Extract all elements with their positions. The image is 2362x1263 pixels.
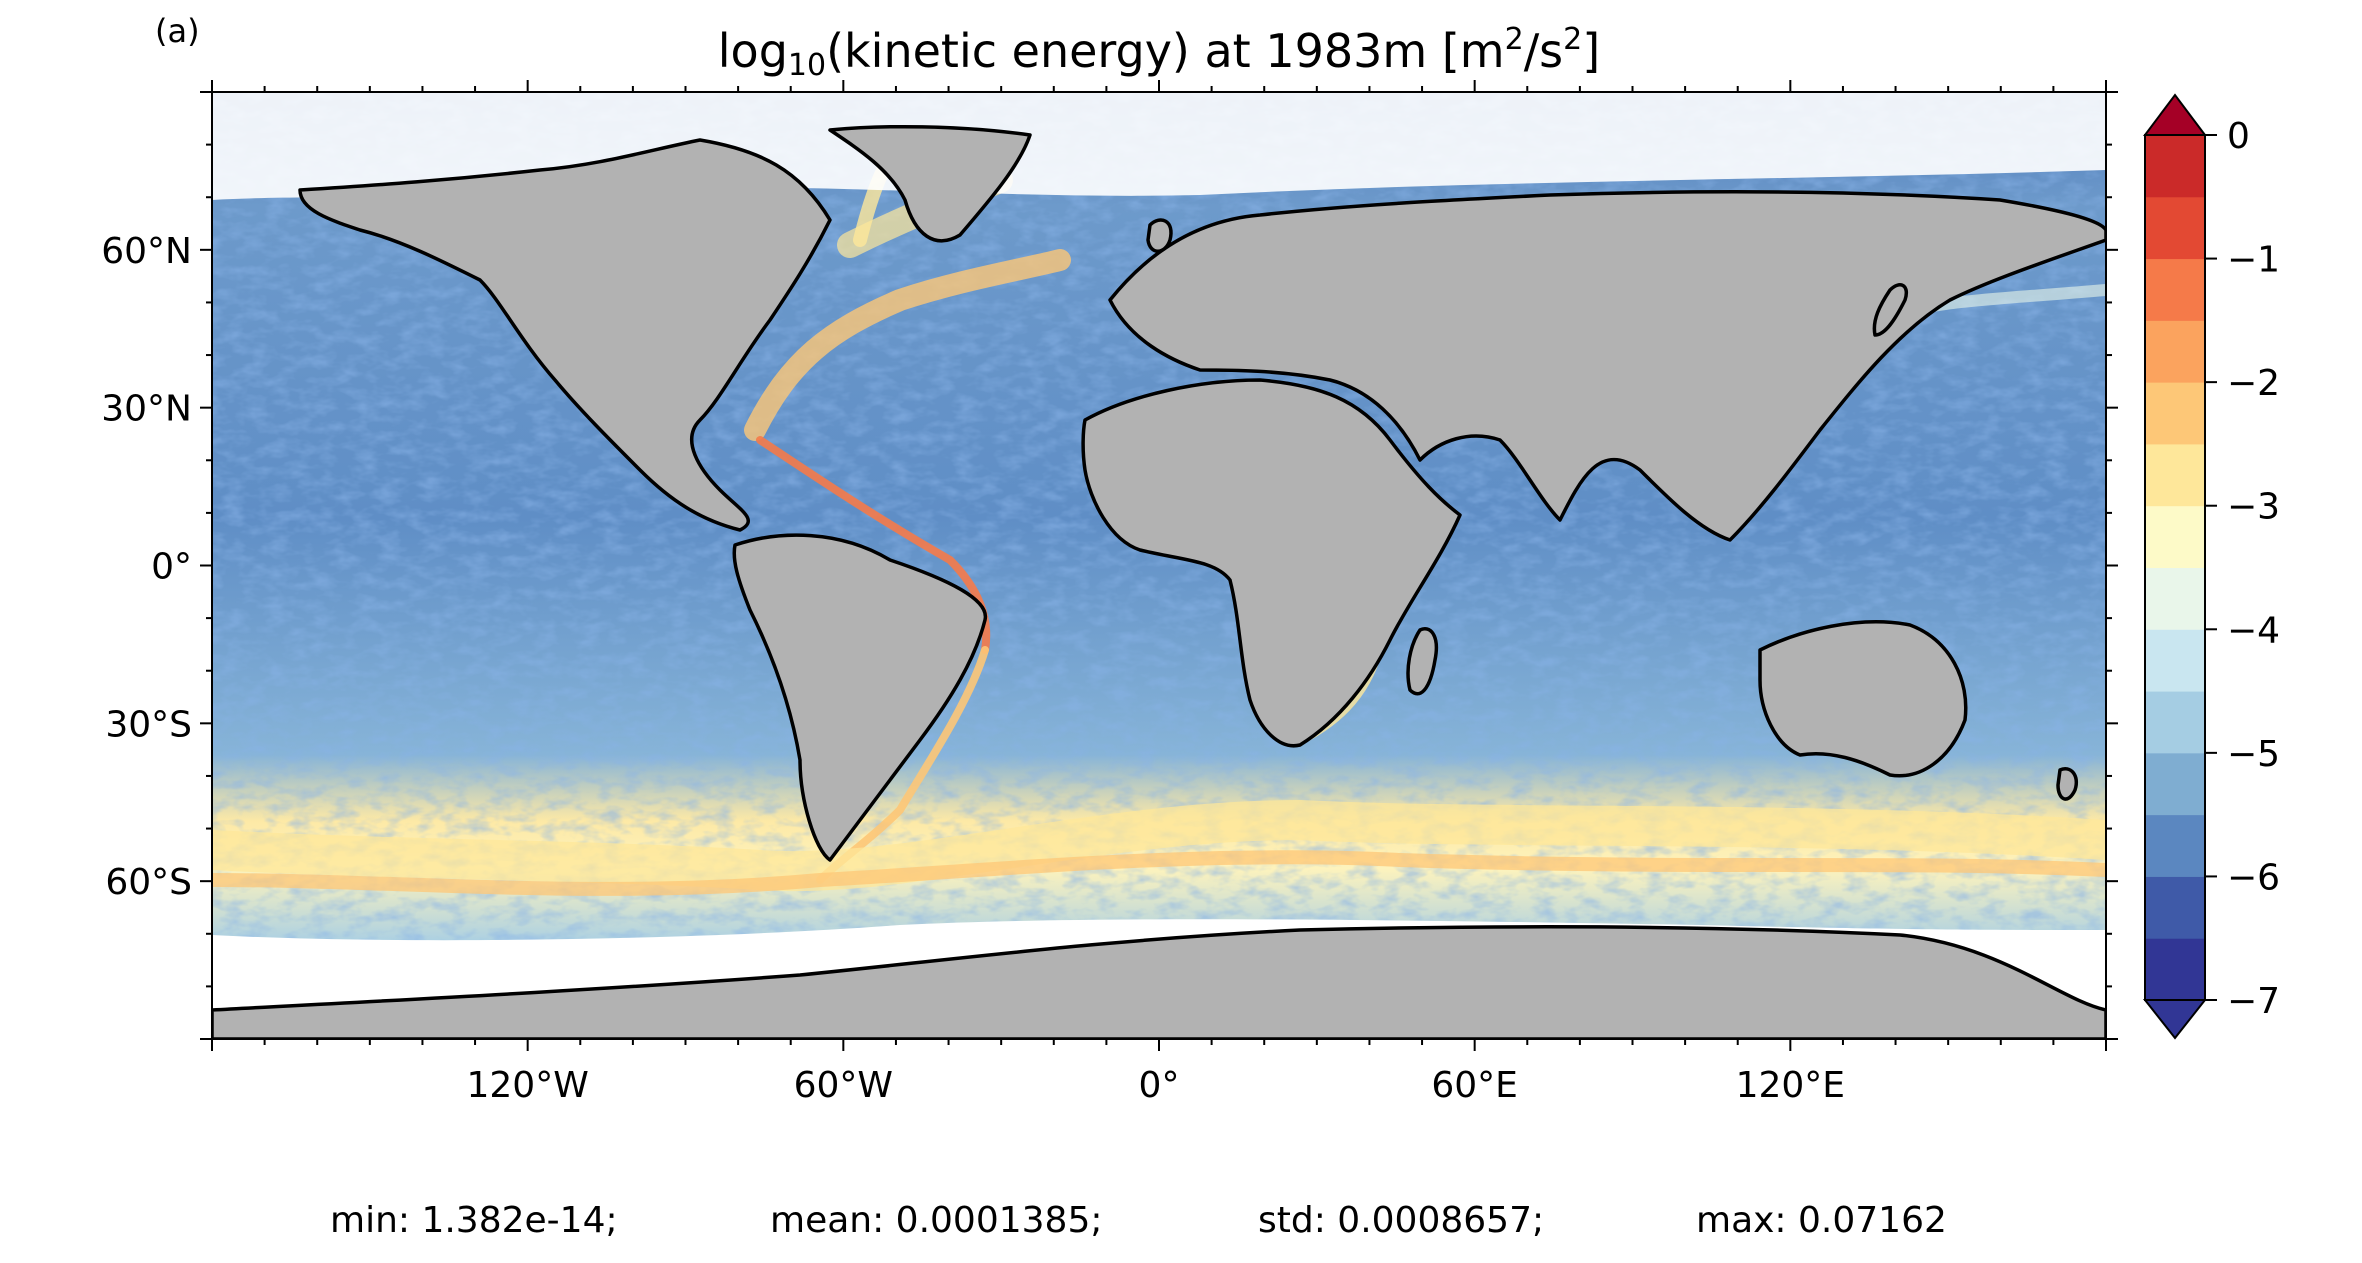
colorbar-tick-label: −3 — [2227, 487, 2280, 528]
axis-ticks — [200, 80, 2118, 1051]
uk-ireland — [1146, 218, 1173, 253]
eurasia — [1108, 189, 2106, 542]
new-zealand — [2056, 767, 2078, 801]
colorbar-segment — [2145, 196, 2205, 260]
antarctica — [212, 924, 2106, 1039]
colorbar-tick-label: −6 — [2227, 857, 2280, 898]
y-tick-label: 30°S — [105, 704, 192, 745]
colorbar-tick-label: −7 — [2227, 981, 2280, 1022]
y-tick-label: 60°N — [101, 231, 192, 272]
x-tick-label: 0° — [1139, 1065, 1180, 1106]
colorbar-segment — [2145, 629, 2205, 692]
antarctic-circumpolar-current-1 — [212, 799, 2106, 892]
japan — [1872, 283, 1908, 337]
colorbar-segment — [2145, 382, 2205, 445]
x-tick-label: 120°E — [1736, 1065, 1845, 1106]
colorbar-segment — [2145, 691, 2205, 754]
colorbar-extend-max — [2143, 93, 2207, 136]
africa — [1081, 378, 1462, 748]
land-masses — [212, 124, 2106, 1039]
colorbar-segment — [2145, 567, 2205, 630]
panel-label: (a) — [155, 12, 200, 50]
colorbar-tick-label: −4 — [2227, 610, 2280, 651]
stat-mean: mean: 0.0001385; — [770, 1200, 1103, 1241]
colorbar-tick-label: −1 — [2227, 240, 2280, 281]
colorbar-frame — [2144, 134, 2206, 1001]
axis-labels: 120°W 60°W 0° 60°E 120°E 60°N 30°N 0° 30°S 60°S — [101, 231, 1845, 1106]
colorbar-segment — [2145, 752, 2205, 816]
colorbar-segment — [2145, 505, 2205, 568]
colorbar-segment — [2145, 135, 2205, 198]
south-america — [732, 533, 988, 862]
colorbar-segment — [2145, 938, 2205, 1001]
colorbar-segment — [2145, 443, 2205, 507]
x-tick-label: 120°W — [467, 1065, 589, 1106]
australia — [1758, 620, 1968, 778]
madagascar — [1406, 627, 1438, 696]
colorbar-tick-label: −5 — [2227, 734, 2280, 775]
greenland — [828, 124, 1032, 243]
map-area — [212, 92, 2106, 1039]
stat-min: min: 1.382e-14; — [330, 1200, 618, 1241]
colorbar-tick-label: 0 — [2227, 116, 2250, 157]
colorbar: 0 −1 −2 −3 −4 −5 −6 −7 — [2142, 93, 2280, 1040]
colorbar-tick-label: −2 — [2227, 363, 2280, 404]
stat-std: std: 0.0008657; — [1258, 1200, 1545, 1241]
map-title: log10(kinetic energy) at 1983m [m2/s2] — [717, 22, 1601, 83]
antarctic-circumpolar-current-2 — [212, 850, 2106, 896]
colorbar-segment — [2145, 258, 2205, 321]
colorbar-segment — [2145, 320, 2205, 383]
colorbar-extend-min — [2142, 999, 2208, 1040]
north-america — [298, 138, 832, 532]
y-tick-label: 0° — [151, 547, 192, 588]
x-tick-label: 60°E — [1431, 1065, 1518, 1106]
stat-max: max: 0.07162 — [1696, 1200, 1947, 1241]
y-tick-label: 60°S — [105, 862, 192, 903]
colorbar-segment — [2145, 814, 2205, 877]
y-tick-label: 30°N — [101, 389, 192, 430]
gulf-stream — [744, 249, 1071, 441]
x-tick-label: 60°W — [794, 1065, 893, 1106]
colorbar-segment — [2145, 876, 2205, 939]
